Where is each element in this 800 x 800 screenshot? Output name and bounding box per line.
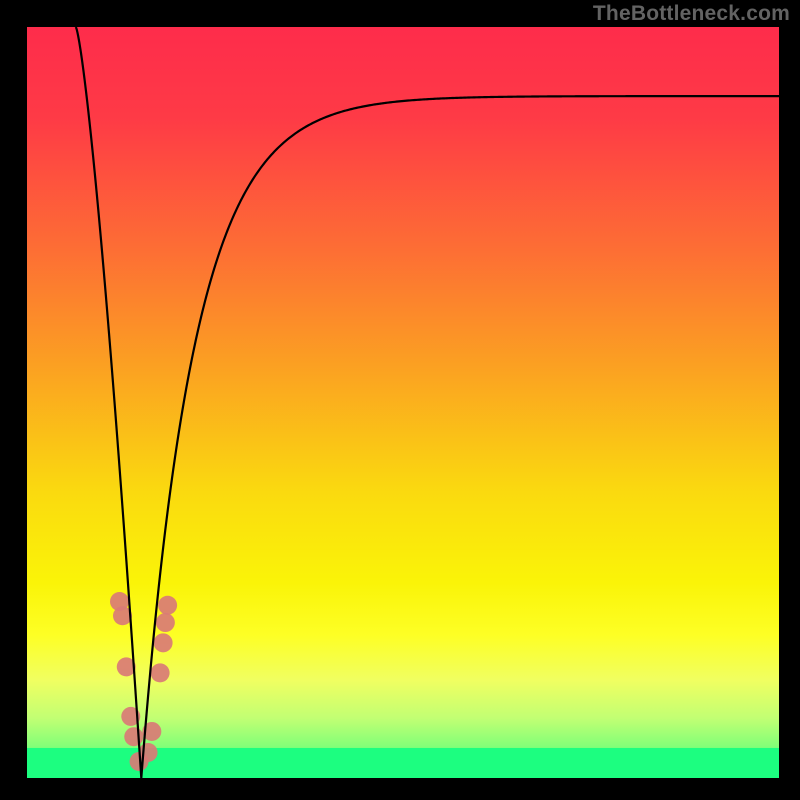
scatter-point bbox=[156, 613, 175, 632]
scatter-point bbox=[151, 663, 170, 682]
plot-background bbox=[27, 27, 779, 778]
scatter-point bbox=[158, 596, 177, 615]
chart-svg bbox=[0, 0, 800, 800]
scatter-point bbox=[124, 727, 143, 746]
scatter-point bbox=[139, 743, 158, 762]
scatter-point bbox=[154, 633, 173, 652]
chart-stage: TheBottleneck.com bbox=[0, 0, 800, 800]
watermark-text: TheBottleneck.com bbox=[593, 2, 790, 26]
